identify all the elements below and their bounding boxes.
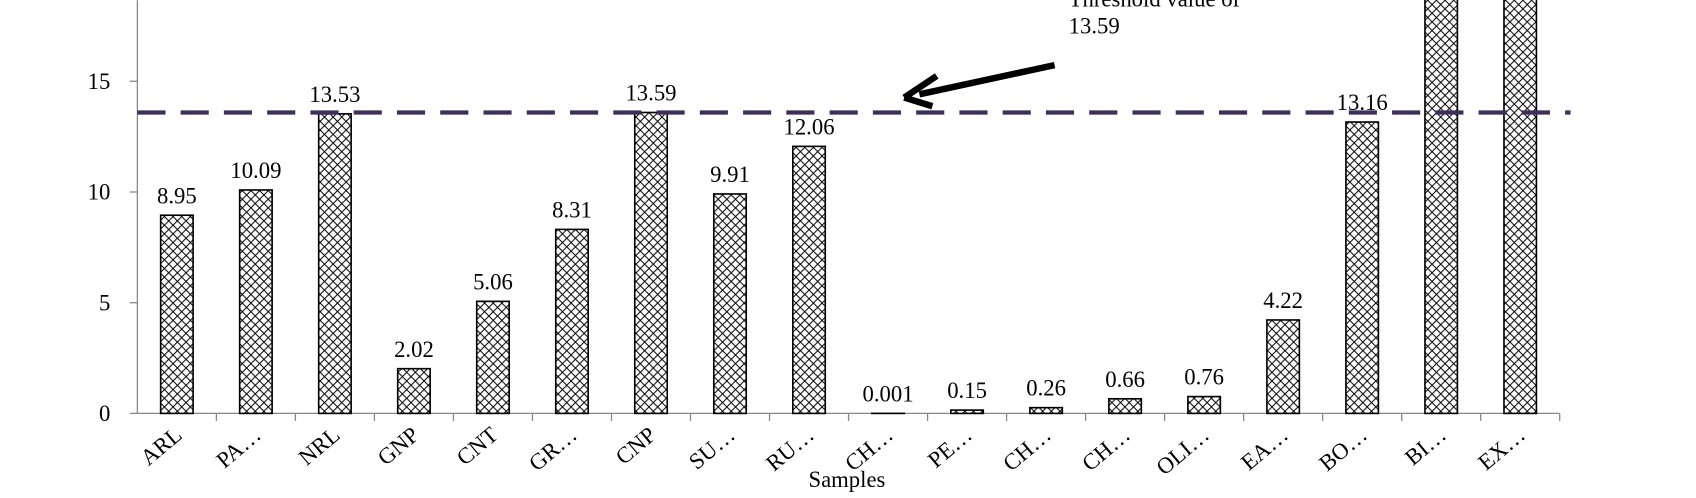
bar (238, 189, 273, 415)
value-label: 13.53 (309, 82, 360, 107)
x-tick-label: GNP (373, 422, 424, 470)
x-tick-label: GR… (524, 422, 582, 476)
x-tick-label: EX… (1473, 422, 1530, 475)
bar (317, 113, 352, 415)
value-label: 9.91 (710, 162, 750, 187)
x-tick-label: CNP (611, 422, 661, 470)
bar (791, 145, 827, 415)
bar (554, 228, 590, 415)
bar (950, 409, 985, 415)
bar (1108, 397, 1143, 415)
x-tick-label: ARL (136, 422, 187, 470)
x-axis-label: Samples (808, 467, 885, 492)
x-tick-label: SU… (684, 422, 740, 474)
bar (159, 214, 194, 415)
value-label: 0.001 (863, 381, 914, 406)
x-tick-label: BO… (1314, 422, 1372, 476)
bar (1187, 395, 1222, 415)
x-tick-label: NRL (294, 422, 345, 470)
value-label: 5.06 (473, 269, 513, 294)
value-label: 13.59 (625, 81, 676, 106)
bar (1029, 406, 1064, 415)
annotation: Threshold value of (1069, 0, 1241, 12)
value-label: 0.26 (1026, 376, 1066, 401)
value-label: 8.95 (157, 183, 197, 208)
x-tick-label: CNT (452, 422, 503, 470)
annotation: 13.59 (1069, 14, 1120, 39)
value-label: 10.09 (230, 158, 281, 183)
y-tick-label: 0 (99, 401, 110, 426)
bar (396, 367, 431, 415)
bar (1266, 319, 1301, 415)
x-tick-label: EA… (1236, 422, 1293, 475)
value-label: 8.31 (552, 198, 592, 223)
value-label: 2.02 (394, 337, 434, 362)
y-tick-label: 15 (88, 69, 111, 94)
x-tick-label: BI… (1400, 422, 1451, 470)
x-tick-label: OLI… (1151, 422, 1213, 480)
value-label: 0.76 (1184, 365, 1224, 390)
value-label: 0.15 (947, 378, 987, 403)
bar (1345, 121, 1380, 415)
bar (475, 300, 510, 415)
bar (1424, 0, 1459, 415)
y-tick-label: 10 (88, 180, 111, 205)
bar (633, 111, 669, 415)
value-label: 4.22 (1263, 288, 1303, 313)
y-tick-label: 5 (99, 290, 110, 315)
x-tick-label: CH… (1077, 422, 1135, 476)
value-label: 0.66 (1105, 367, 1145, 392)
bar (712, 193, 748, 415)
arrow-head (902, 73, 939, 110)
bar (1503, 0, 1538, 415)
x-tick-label: PA… (212, 422, 266, 473)
arrow (918, 61, 1056, 98)
value-label: 12.06 (783, 114, 834, 139)
x-tick-label: PE… (923, 422, 977, 473)
x-tick-label: CH… (998, 422, 1056, 476)
